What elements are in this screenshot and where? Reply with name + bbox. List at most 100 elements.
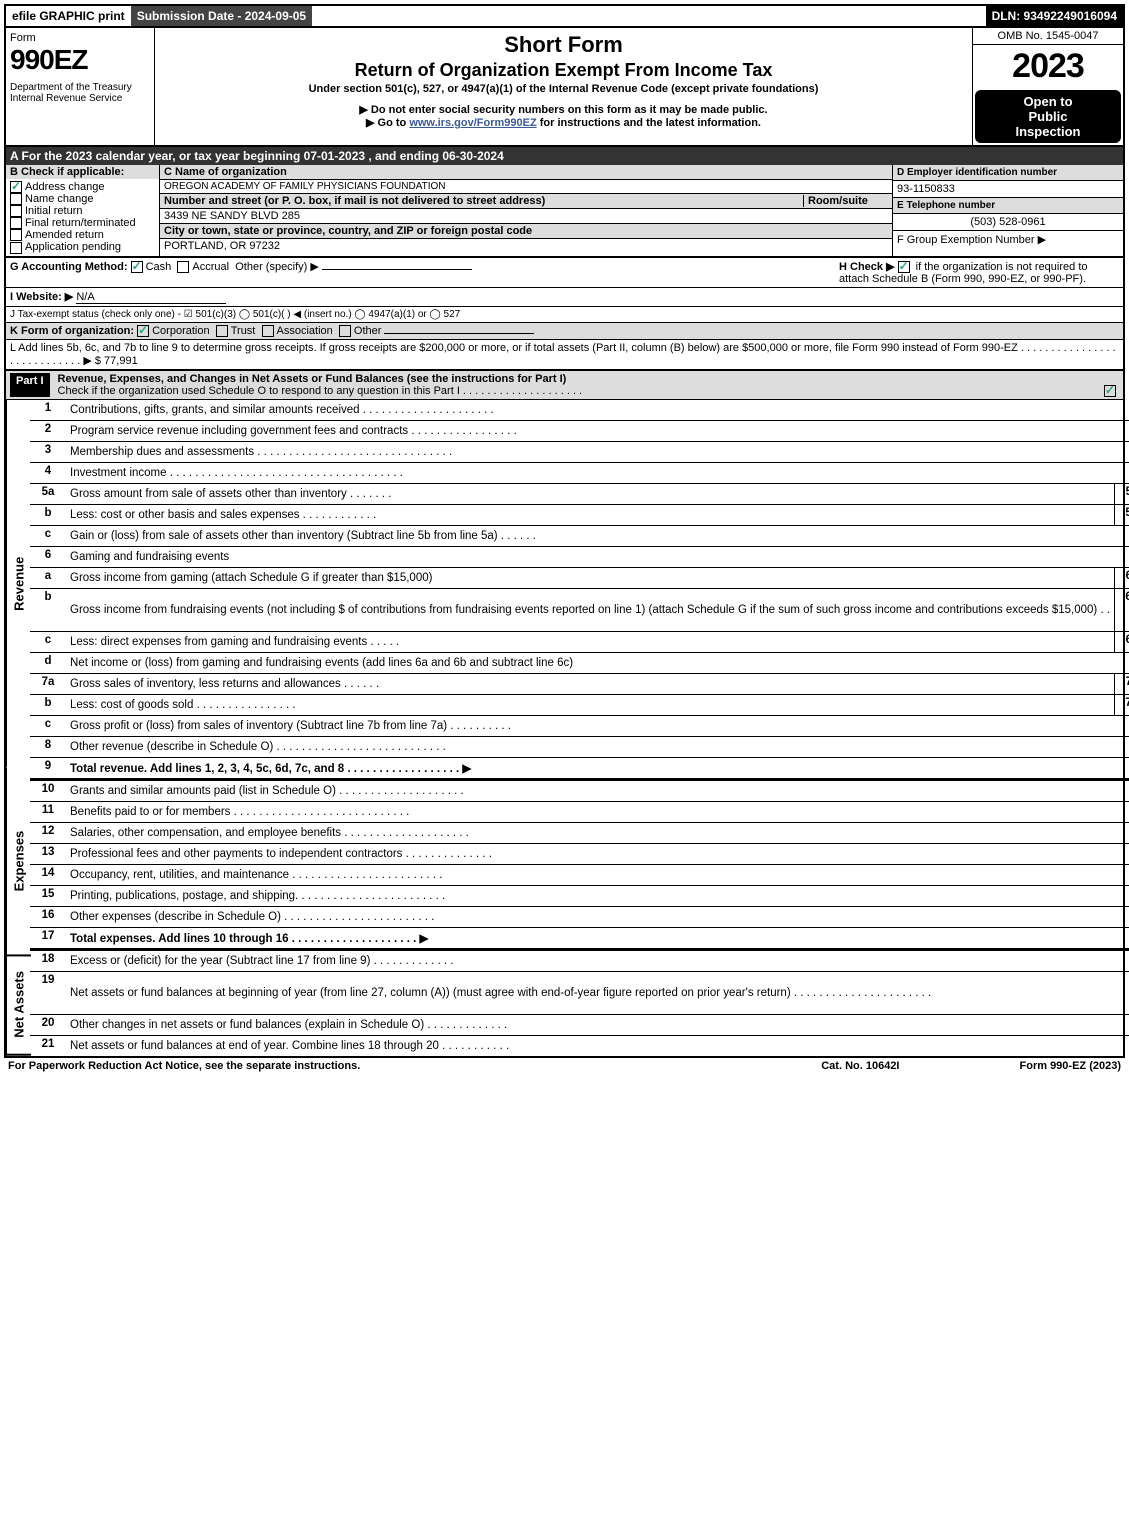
line-desc: Excess or (deficit) for the year (Subtra… [66,951,1129,971]
table-row: dNet income or (loss) from gaming and fu… [30,653,1129,674]
line-desc: Less: cost of goods sold . . . . . . . .… [66,695,1114,715]
g-cash: Cash [146,261,172,273]
col-b-header: B Check if applicable: [6,165,159,179]
line-desc: Other changes in net assets or fund bala… [66,1015,1129,1035]
part-i-check-text: Check if the organization used Schedule … [58,385,583,397]
table-row: 16Other expenses (describe in Schedule O… [30,907,1129,928]
table-row: 8Other revenue (describe in Schedule O) … [30,737,1129,758]
line-desc: Benefits paid to or for members . . . . … [66,802,1129,822]
check-name-change[interactable]: Name change [10,193,155,205]
line-desc: Less: direct expenses from gaming and fu… [66,632,1114,652]
table-row: 6Gaming and fundraising events [30,547,1129,568]
check-application-pending[interactable]: Application pending [10,241,155,253]
ein-value: 93-1150833 [893,181,1123,198]
tel-hdr: E Telephone number [893,198,1123,214]
row-k-org-form: K Form of organization: Corporation Trus… [4,323,1125,340]
checkbox-icon[interactable] [177,261,189,273]
expenses-label: Expenses [6,767,31,956]
line-num: 3 [30,442,66,462]
insp-2: Public [1028,109,1067,124]
table-row: 2Program service revenue including gover… [30,421,1129,442]
line-desc: Membership dues and assessments . . . . … [66,442,1129,462]
k-other: Other [354,325,382,337]
l-text: L Add lines 5b, 6c, and 7b to line 9 to … [10,342,1116,367]
efile-print-label[interactable]: efile GRAPHIC print [6,6,131,26]
revenue-label: Revenue [6,400,31,767]
k-trust: Trust [231,325,256,337]
line-desc: Printing, publications, postage, and shi… [66,886,1129,906]
line-desc: Gross sales of inventory, less returns a… [66,674,1114,694]
checkbox-icon[interactable] [1104,385,1116,397]
sub-line-num: 7b [1114,695,1129,715]
org-name-hdr: C Name of organization [160,165,892,180]
table-row: 10Grants and similar amounts paid (list … [30,779,1129,802]
sub-line-num: 6c [1114,632,1129,652]
check-initial-return[interactable]: Initial return [10,205,155,217]
table-row: 14Occupancy, rent, utilities, and mainte… [30,865,1129,886]
checkbox-icon[interactable] [262,325,274,337]
irs-link[interactable]: www.irs.gov/Form990EZ [409,117,536,129]
check-label: Address change [25,181,105,193]
table-row: bLess: cost or other basis and sales exp… [30,505,1129,526]
line-num: c [30,526,66,546]
h-label: H Check ▶ [839,261,895,273]
form-header: Form 990EZ Department of the Treasury In… [4,28,1125,147]
check-label: Name change [25,193,94,205]
checkbox-icon[interactable] [898,261,910,273]
table-row: 18Excess or (deficit) for the year (Subt… [30,949,1129,972]
line-num: 6 [30,547,66,567]
k-other-input[interactable] [384,333,534,334]
check-amended[interactable]: Amended return [10,229,155,241]
line-num: 18 [30,951,66,971]
tax-year: 2023 [973,45,1123,88]
table-row: cLess: direct expenses from gaming and f… [30,632,1129,653]
table-row: 21Net assets or fund balances at end of … [30,1036,1129,1056]
room-hdr: Room/suite [803,195,888,207]
checkbox-icon[interactable] [137,325,149,337]
line-desc: Investment income . . . . . . . . . . . … [66,463,1129,483]
sub-line-num: 6b [1114,589,1129,631]
city-hdr: City or town, state or province, country… [160,224,892,239]
header-right: OMB No. 1545-0047 2023 Open to Public In… [972,28,1123,145]
line-desc: Other revenue (describe in Schedule O) .… [66,737,1129,757]
top-bar: efile GRAPHIC print Submission Date - 20… [4,4,1125,28]
table-row: 19Net assets or fund balances at beginni… [30,972,1129,1015]
col-b-checkboxes: B Check if applicable: Address change Na… [6,165,160,256]
line-desc: Total revenue. Add lines 1, 2, 3, 4, 5c,… [66,758,1129,778]
line-desc: Professional fees and other payments to … [66,844,1129,864]
table-row: 17Total expenses. Add lines 10 through 1… [30,928,1129,949]
line-num: d [30,653,66,673]
check-final-return[interactable]: Final return/terminated [10,217,155,229]
k-assoc: Association [277,325,333,337]
check-label: Final return/terminated [25,217,136,229]
street-hdr-text: Number and street (or P. O. box, if mail… [164,195,803,207]
row-a-tax-year: A For the 2023 calendar year, or tax yea… [4,147,1125,165]
g-accrual: Accrual [192,261,229,273]
row-i-website: I Website: ▶ N/A [4,288,1125,307]
part-i-badge: Part I [10,373,50,397]
tel-value: (503) 528-0961 [893,214,1123,231]
line-desc: Gross profit or (loss) from sales of inv… [66,716,1129,736]
checkbox-icon [10,181,22,193]
sub3-post: for instructions and the latest informat… [537,117,761,129]
table-row: aGross income from gaming (attach Schedu… [30,568,1129,589]
line-num: 8 [30,737,66,757]
other-input[interactable] [322,269,472,270]
line-desc: Gaming and fundraising events [66,547,1129,567]
checkbox-icon[interactable] [339,325,351,337]
header-center: Short Form Return of Organization Exempt… [155,28,972,145]
h-check: H Check ▶ if the organization is not req… [839,260,1119,285]
check-label: Initial return [25,205,82,217]
k-corp: Corporation [152,325,209,337]
table-row: 12Salaries, other compensation, and empl… [30,823,1129,844]
form-label: Form [10,32,150,44]
header-left: Form 990EZ Department of the Treasury In… [6,28,155,145]
check-address-change[interactable]: Address change [10,181,155,193]
footer-mid: Cat. No. 10642I [821,1060,899,1072]
checkbox-icon[interactable] [216,325,228,337]
table-row: 11Benefits paid to or for members . . . … [30,802,1129,823]
footer-right: Form 990-EZ (2023) [1020,1060,1122,1072]
table-row: 4Investment income . . . . . . . . . . .… [30,463,1129,484]
checkbox-icon[interactable] [131,261,143,273]
lines-container: 1Contributions, gifts, grants, and simil… [30,400,1129,1056]
